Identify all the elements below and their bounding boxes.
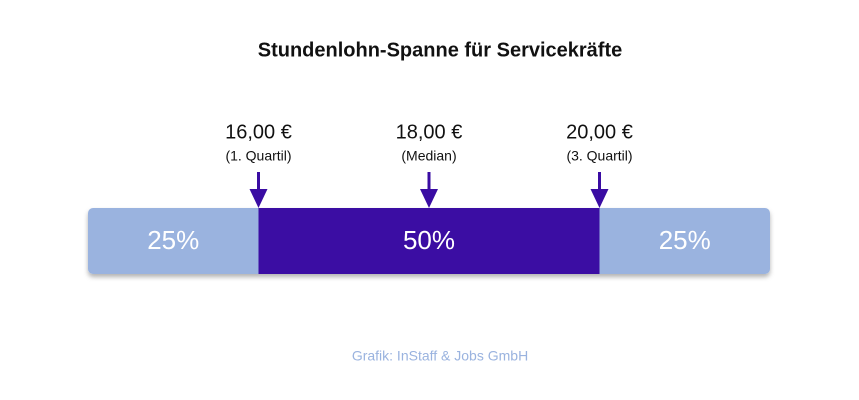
segment — [88, 208, 259, 274]
segment-label: 25% — [659, 225, 711, 255]
marker-label: 20,00 € — [566, 121, 633, 143]
segment — [258, 208, 600, 274]
marker-head — [590, 189, 609, 208]
marker — [590, 172, 609, 208]
marker-note: (Median) — [401, 148, 456, 164]
marker — [420, 172, 438, 208]
marker-note: (1. Quartil) — [225, 148, 291, 164]
marker-label: 16,00 € — [225, 121, 292, 143]
marker-label: 18,00 € — [396, 121, 463, 143]
range-bar — [88, 208, 770, 274]
segment-label: 25% — [147, 225, 199, 255]
marker-note: (3. Quartil) — [566, 148, 632, 164]
marker-head — [420, 189, 438, 208]
chart-title: Stundenlohn-Spanne für Servicekräfte — [258, 39, 623, 61]
segments — [88, 208, 770, 274]
segment-label: 50% — [403, 225, 455, 255]
marker-head — [249, 189, 268, 208]
marker — [249, 172, 268, 208]
segment — [599, 208, 770, 274]
source: Grafik: InStaff & Jobs GmbH — [352, 348, 528, 364]
